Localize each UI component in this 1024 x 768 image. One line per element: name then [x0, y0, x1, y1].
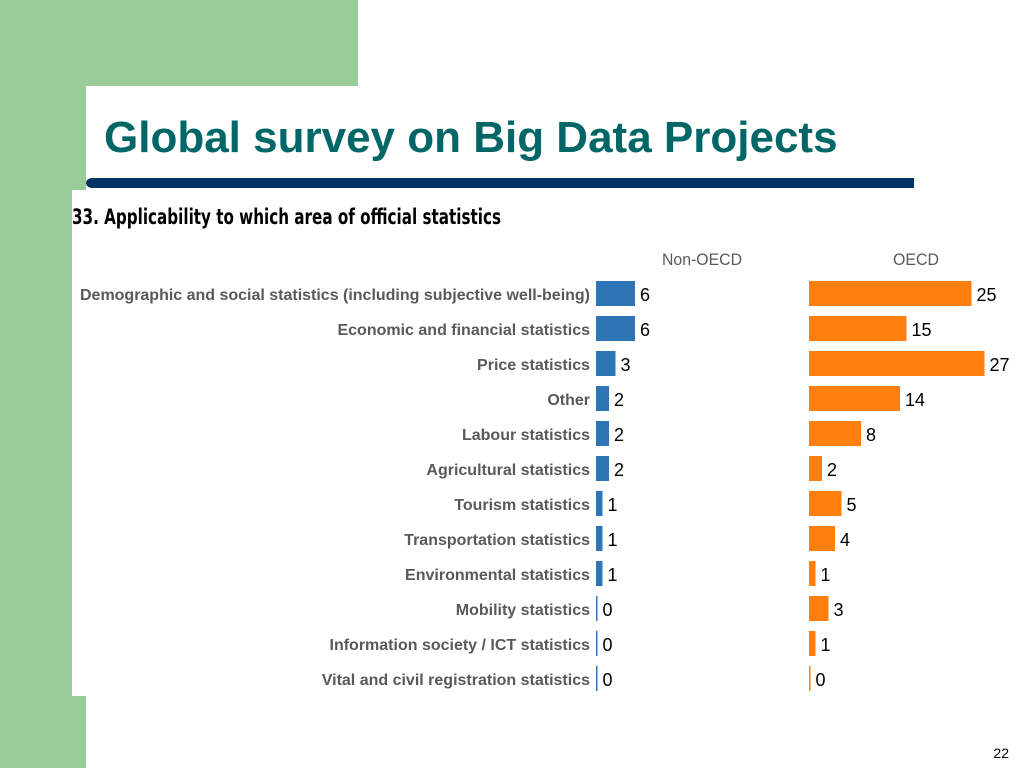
category-label: Mobility statistics — [456, 602, 590, 619]
page-title: Global survey on Big Data Projects — [104, 113, 838, 162]
oecd-bar — [809, 491, 842, 516]
non-oecd-bar — [596, 666, 598, 691]
oecd-value-label: 3 — [834, 600, 844, 620]
non-oecd-value-label: 1 — [608, 495, 618, 515]
category-label: Other — [547, 392, 590, 409]
non-oecd-bar — [596, 386, 609, 411]
title-rule — [86, 178, 914, 188]
non-oecd-bar — [596, 281, 635, 306]
oecd-bar — [809, 666, 811, 691]
non-oecd-value-label: 2 — [614, 390, 624, 410]
oecd-bar — [809, 561, 816, 586]
category-label: Vital and civil registration statistics — [322, 672, 590, 689]
oecd-value-label: 0 — [816, 670, 826, 690]
non-oecd-bar — [596, 491, 603, 516]
category-label: Information society / ICT statistics — [330, 637, 591, 654]
category-label: Demographic and social statistics (inclu… — [80, 287, 590, 304]
non-oecd-bar — [596, 561, 603, 586]
oecd-bar — [809, 456, 822, 481]
non-oecd-value-label: 1 — [608, 565, 618, 585]
non-oecd-value-label: 0 — [603, 670, 613, 690]
category-label: Price statistics — [477, 357, 590, 374]
non-oecd-value-label: 1 — [608, 530, 618, 550]
non-oecd-value-label: 3 — [621, 355, 631, 375]
oecd-value-label: 4 — [840, 530, 850, 550]
non-oecd-bar — [596, 526, 603, 551]
oecd-bar — [809, 351, 985, 376]
category-label: Agricultural statistics — [426, 462, 590, 479]
oecd-value-label: 25 — [977, 285, 997, 305]
oecd-value-label: 27 — [990, 355, 1010, 375]
oecd-bar — [809, 386, 900, 411]
oecd-value-label: 1 — [821, 635, 831, 655]
chart-panel: 33. Applicability to which area of offic… — [72, 190, 1024, 696]
oecd-value-label: 1 — [821, 565, 831, 585]
bar-chart: 33. Applicability to which area of offic… — [72, 205, 1010, 691]
non-oecd-value-label: 2 — [614, 460, 624, 480]
category-label: Tourism statistics — [454, 497, 590, 514]
category-label: Economic and financial statistics — [337, 322, 590, 339]
non-oecd-value-label: 6 — [640, 320, 650, 340]
oecd-bar — [809, 596, 829, 621]
oecd-value-label: 14 — [905, 390, 925, 410]
non-oecd-bar — [596, 316, 635, 341]
oecd-value-label: 8 — [866, 425, 876, 445]
category-label: Labour statistics — [462, 427, 590, 444]
series-header-oecd: OECD — [893, 250, 939, 269]
series-header-non-oecd: Non-OECD — [662, 250, 742, 269]
oecd-bar — [809, 631, 816, 656]
oecd-value-label: 2 — [827, 460, 837, 480]
oecd-bar — [809, 316, 907, 341]
non-oecd-bar — [596, 456, 609, 481]
chart-title: 33. Applicability to which area of offic… — [72, 205, 501, 229]
non-oecd-bar — [596, 421, 609, 446]
non-oecd-value-label: 6 — [640, 285, 650, 305]
decor-band-left — [0, 0, 86, 768]
non-oecd-value-label: 0 — [603, 635, 613, 655]
category-label: Environmental statistics — [405, 567, 590, 584]
non-oecd-bar — [596, 351, 616, 376]
non-oecd-value-label: 0 — [603, 600, 613, 620]
oecd-bar — [809, 281, 972, 306]
non-oecd-bar — [596, 596, 598, 621]
non-oecd-bar — [596, 631, 598, 656]
category-label: Transportation statistics — [404, 532, 590, 549]
page-number: 22 — [993, 745, 1009, 761]
oecd-bar — [809, 421, 861, 446]
non-oecd-value-label: 2 — [614, 425, 624, 445]
oecd-value-label: 15 — [912, 320, 932, 340]
oecd-bar — [809, 526, 835, 551]
oecd-value-label: 5 — [847, 495, 857, 515]
